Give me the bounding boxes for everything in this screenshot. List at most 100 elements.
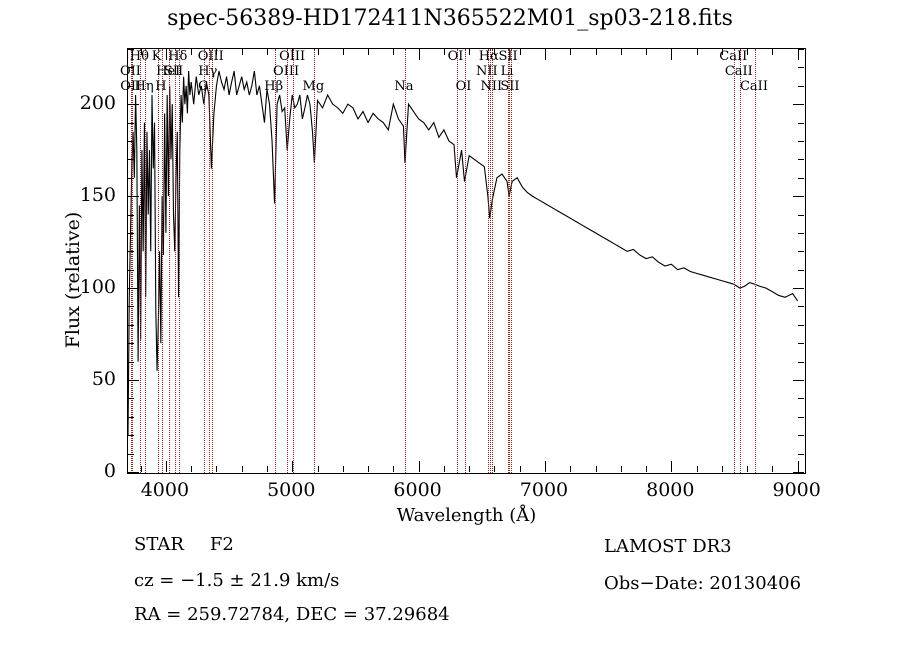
x-major-tick <box>797 461 799 472</box>
x-tick-label: 4000 <box>140 479 190 501</box>
y-minor-tick-right <box>798 251 804 253</box>
y-minor-tick <box>128 214 134 216</box>
line-marker-oi <box>456 49 458 473</box>
coordinates: RA = 259.72784, DEC = 37.29684 <box>134 604 450 625</box>
x-minor-tick-top <box>469 49 471 55</box>
y-minor-tick-right <box>798 435 804 437</box>
y-major-tick-right <box>793 196 804 198</box>
y-minor-tick <box>128 49 134 50</box>
y-tick-label: 100 <box>79 276 116 299</box>
page-title: spec-56389-HD172411N365522M01_sp03-218.f… <box>167 6 733 31</box>
line-label-li: Li <box>500 64 514 79</box>
y-minor-tick <box>128 140 134 142</box>
x-minor-tick <box>443 466 445 472</box>
line-marker-hα <box>489 49 491 473</box>
y-minor-tick-right <box>798 343 804 345</box>
y-minor-tick <box>128 85 134 87</box>
x-minor-tick <box>620 466 622 472</box>
x-minor-tick-top <box>620 49 622 55</box>
y-tick-label: 50 <box>91 368 116 391</box>
y-minor-tick-right <box>798 140 804 142</box>
x-major-tick-top <box>165 49 167 60</box>
y-minor-tick <box>128 398 134 400</box>
line-label-oi: OI <box>455 79 472 94</box>
line-marker-oiii <box>287 49 289 473</box>
y-minor-tick <box>128 453 134 455</box>
y-tick-label: 0 <box>103 460 116 482</box>
y-tick-label: 200 <box>79 92 116 115</box>
y-minor-tick-right <box>798 324 804 326</box>
y-minor-tick-right <box>798 269 804 271</box>
x-minor-tick-top <box>772 49 774 55</box>
x-minor-tick-top <box>368 49 370 55</box>
y-axis-label: Flux (relative) <box>62 211 84 349</box>
x-minor-tick-top <box>140 49 142 55</box>
x-tick-label: 7000 <box>519 479 569 501</box>
x-tick-label: 6000 <box>393 479 442 501</box>
line-label-hei: HeI <box>156 64 181 79</box>
x-minor-tick-top <box>342 49 344 55</box>
line-label-hη: Hη <box>134 79 154 94</box>
line-label-sii: SII <box>164 64 184 79</box>
line-marker-oiii <box>211 49 213 473</box>
y-minor-tick-right <box>798 416 804 418</box>
line-label-sii: SII <box>498 49 518 64</box>
x-minor-tick-top <box>494 49 496 55</box>
line-marker-sii <box>509 49 511 473</box>
x-minor-tick <box>646 466 648 472</box>
line-label-caii: CaII <box>719 49 748 64</box>
y-minor-tick <box>128 324 134 326</box>
y-minor-tick-right <box>798 122 804 124</box>
x-minor-tick-top <box>241 49 243 55</box>
line-marker-h <box>161 49 163 473</box>
y-minor-tick <box>128 232 134 234</box>
x-major-tick <box>544 461 546 472</box>
line-label-g: G <box>198 79 209 94</box>
plot-canvas <box>128 49 805 473</box>
y-major-tick-right <box>793 380 804 382</box>
x-minor-tick-top <box>519 49 521 55</box>
line-marker-caii <box>734 49 736 473</box>
x-minor-tick <box>140 466 142 472</box>
line-marker-nii <box>487 49 489 473</box>
y-minor-tick-right <box>798 306 804 308</box>
line-marker-sii <box>174 49 176 473</box>
x-minor-tick-top <box>696 49 698 55</box>
y-minor-tick <box>128 343 134 345</box>
y-minor-tick-right <box>798 67 804 69</box>
x-minor-tick-top <box>393 49 395 55</box>
x-minor-tick <box>747 466 749 472</box>
y-minor-tick-right <box>798 159 804 161</box>
line-marker-oi <box>464 49 466 473</box>
line-label-oiii: OIII <box>273 64 300 79</box>
spectrum-trace <box>128 70 799 436</box>
line-label-nii: NII <box>480 79 503 94</box>
line-label-oii: OII <box>119 64 141 79</box>
y-minor-tick-right <box>798 49 804 50</box>
x-minor-tick <box>317 466 319 472</box>
line-marker-nii <box>492 49 494 473</box>
line-label-oii: OII <box>120 79 142 94</box>
y-minor-tick-right <box>798 232 804 234</box>
x-minor-tick <box>266 466 268 472</box>
x-minor-tick-top <box>317 49 319 55</box>
y-minor-tick <box>128 159 134 161</box>
object-class-and-type: STAR F2 <box>134 534 234 555</box>
x-minor-tick <box>368 466 370 472</box>
y-major-tick <box>128 380 139 382</box>
x-minor-tick-top <box>443 49 445 55</box>
x-minor-tick <box>519 466 521 472</box>
y-major-tick-right <box>793 472 804 473</box>
y-minor-tick-right <box>798 177 804 179</box>
x-minor-tick <box>342 466 344 472</box>
x-minor-tick <box>191 466 193 472</box>
y-minor-tick <box>128 177 134 179</box>
line-marker-hη <box>145 49 147 473</box>
line-marker-caii <box>739 49 741 473</box>
line-marker-oiii <box>293 49 295 473</box>
y-minor-tick <box>128 122 134 124</box>
line-marker-hδ <box>178 49 180 473</box>
x-minor-tick-top <box>595 49 597 55</box>
line-marker-caii <box>755 49 756 473</box>
spectral-type: F2 <box>209 534 234 555</box>
